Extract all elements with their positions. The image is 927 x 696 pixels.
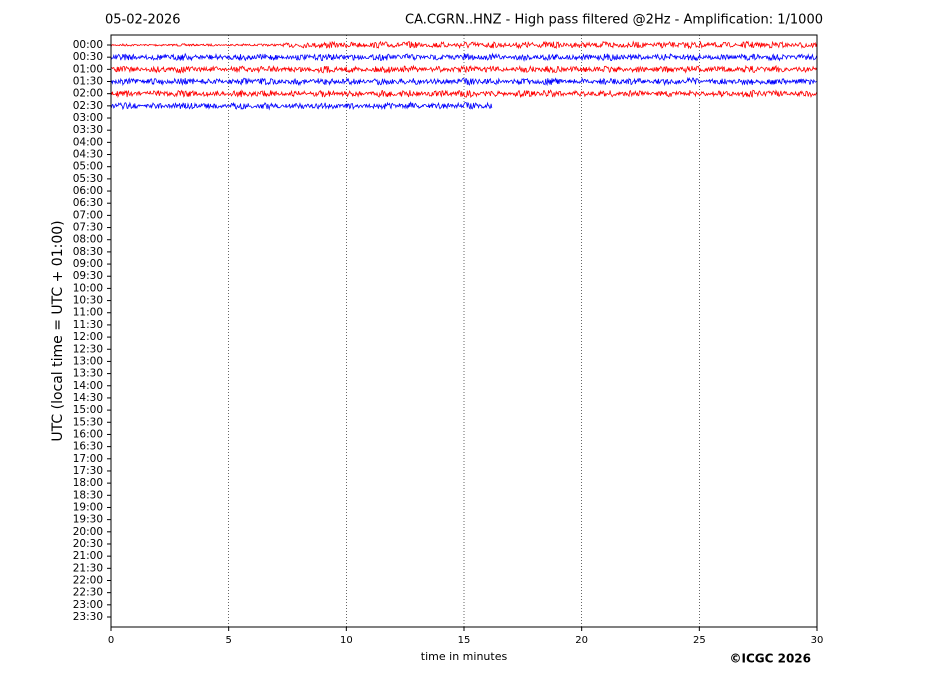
y-tick-label: 15:30: [73, 416, 103, 428]
y-tick-label: 07:00: [73, 209, 103, 221]
y-tick-label: 20:30: [73, 538, 103, 550]
y-tick-label: 16:00: [73, 428, 103, 440]
y-tick-label: 03:00: [73, 112, 103, 124]
y-tick-label: 08:00: [73, 234, 103, 246]
x-tick-label: 25: [693, 635, 706, 646]
y-tick-label: 13:30: [73, 368, 103, 380]
y-tick-label: 08:30: [73, 246, 103, 258]
date: 05-02-2026: [105, 13, 181, 28]
chart-title: CA.CGRN..HNZ - High pass filtered @2Hz -…: [405, 13, 823, 28]
trace: [110, 40, 817, 50]
y-tick-label: 06:30: [73, 197, 103, 209]
y-tick-label: 09:30: [73, 270, 103, 282]
y-tick-label: 14:30: [73, 392, 103, 404]
x-tick-label: 20: [575, 635, 588, 646]
y-tick-label: 03:30: [73, 124, 103, 136]
y-tick-label: 02:00: [73, 88, 103, 100]
trace: [110, 89, 817, 99]
y-tick-label: 20:00: [73, 526, 103, 538]
y-tick-label: 21:00: [73, 550, 103, 562]
y-tick-label: 13:00: [73, 355, 103, 367]
y-tick-label: 21:30: [73, 562, 103, 574]
y-tick-label: 15:00: [73, 404, 103, 416]
y-tick-label: 02:30: [73, 100, 103, 112]
y-tick-label: 10:00: [73, 282, 103, 294]
x-axis-label: time in minutes: [421, 650, 508, 663]
y-tick-label: 12:30: [73, 343, 103, 355]
y-tick-label: 10:30: [73, 295, 103, 307]
x-tick-label: 15: [458, 635, 471, 646]
x-tick-label: 5: [225, 635, 231, 646]
y-tick-label: 16:30: [73, 441, 103, 453]
y-tick-label: 05:00: [73, 161, 103, 173]
x-tick-label: 0: [108, 635, 114, 646]
y-tick-label: 07:30: [73, 222, 103, 234]
y-tick-label: 14:00: [73, 380, 103, 392]
y-tick-label: 05:30: [73, 173, 103, 185]
y-tick-label: 04:00: [73, 136, 103, 148]
x-tick-label: 30: [811, 635, 824, 646]
trace: [110, 76, 817, 87]
y-tick-label: 00:00: [73, 39, 103, 51]
y-tick-label: 19:30: [73, 514, 103, 526]
y-tick-label: 18:30: [73, 489, 103, 501]
y-tick-label: 11:30: [73, 319, 103, 331]
y-tick-label: 17:30: [73, 465, 103, 477]
trace: [110, 64, 817, 75]
y-tick-label: 00:30: [73, 51, 103, 63]
y-tick-label: 17:00: [73, 453, 103, 465]
y-axis-label: UTC (local time = UTC + 01:00): [50, 220, 66, 441]
y-tick-label: 22:00: [73, 574, 103, 586]
y-tick-label: 01:30: [73, 76, 103, 88]
y-tick-label: 19:00: [73, 501, 103, 513]
y-tick-label: 01:00: [73, 63, 103, 75]
y-tick-label: 12:00: [73, 331, 103, 343]
x-tick-label: 10: [340, 635, 353, 646]
trace: [110, 52, 817, 62]
y-tick-label: 23:30: [73, 611, 103, 623]
y-tick-label: 23:00: [73, 599, 103, 611]
y-tick-label: 06:00: [73, 185, 103, 197]
y-tick-label: 22:30: [73, 587, 103, 599]
plot-frame: [110, 34, 818, 628]
y-tick-label: 11:00: [73, 307, 103, 319]
trace: [110, 101, 493, 111]
y-tick-label: 18:00: [73, 477, 103, 489]
y-tick-label: 09:00: [73, 258, 103, 270]
y-tick-label: 04:30: [73, 149, 103, 161]
copyright: ©ICGC 2026: [729, 652, 811, 666]
